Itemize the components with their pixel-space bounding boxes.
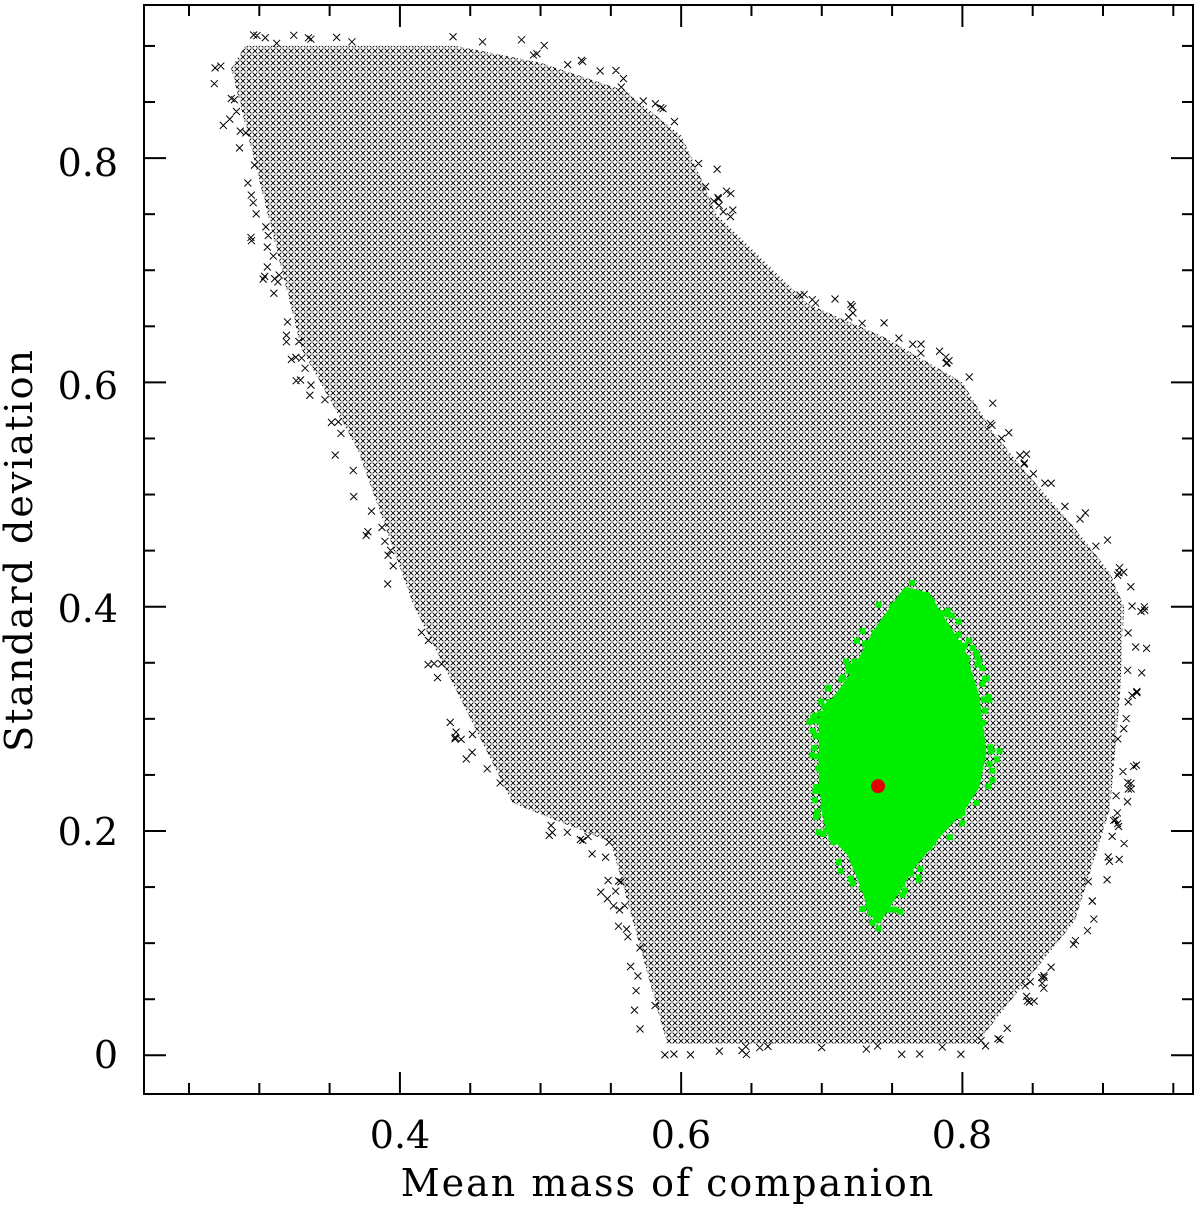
- y-tick-label-0: 0: [94, 1033, 118, 1077]
- x-tick-label-0.6: 0.6: [651, 1113, 711, 1157]
- series-x-marker-region: [231, 45, 1125, 1045]
- y-axis-label: Standard deviation: [0, 348, 41, 752]
- x-tick-labels: 0.4 0.6 0.8: [370, 1113, 992, 1157]
- y-tick-label-0.2: 0.2: [58, 810, 118, 854]
- y-tick-labels: 0 0.2 0.4 0.6 0.8: [58, 141, 118, 1077]
- x-axis-label: Mean mass of companion: [401, 1161, 936, 1205]
- y-tick-label-0.8: 0.8: [58, 141, 118, 185]
- y-tick-label-0.4: 0.4: [58, 587, 118, 631]
- series-x-marker-outliers: [210, 31, 1151, 1059]
- series-green-region: [818, 586, 987, 924]
- red-marker-point-0: [871, 779, 886, 794]
- tick-layer: [144, 5, 1193, 1094]
- x-tick-label-0.4: 0.4: [370, 1113, 430, 1157]
- plot-frame: [143, 4, 1194, 1095]
- x-tick-label-0.8: 0.8: [932, 1113, 992, 1157]
- data-layer: [210, 31, 1151, 1059]
- y-tick-label-0.6: 0.6: [58, 364, 118, 408]
- series-green-edge-points: [806, 579, 1003, 932]
